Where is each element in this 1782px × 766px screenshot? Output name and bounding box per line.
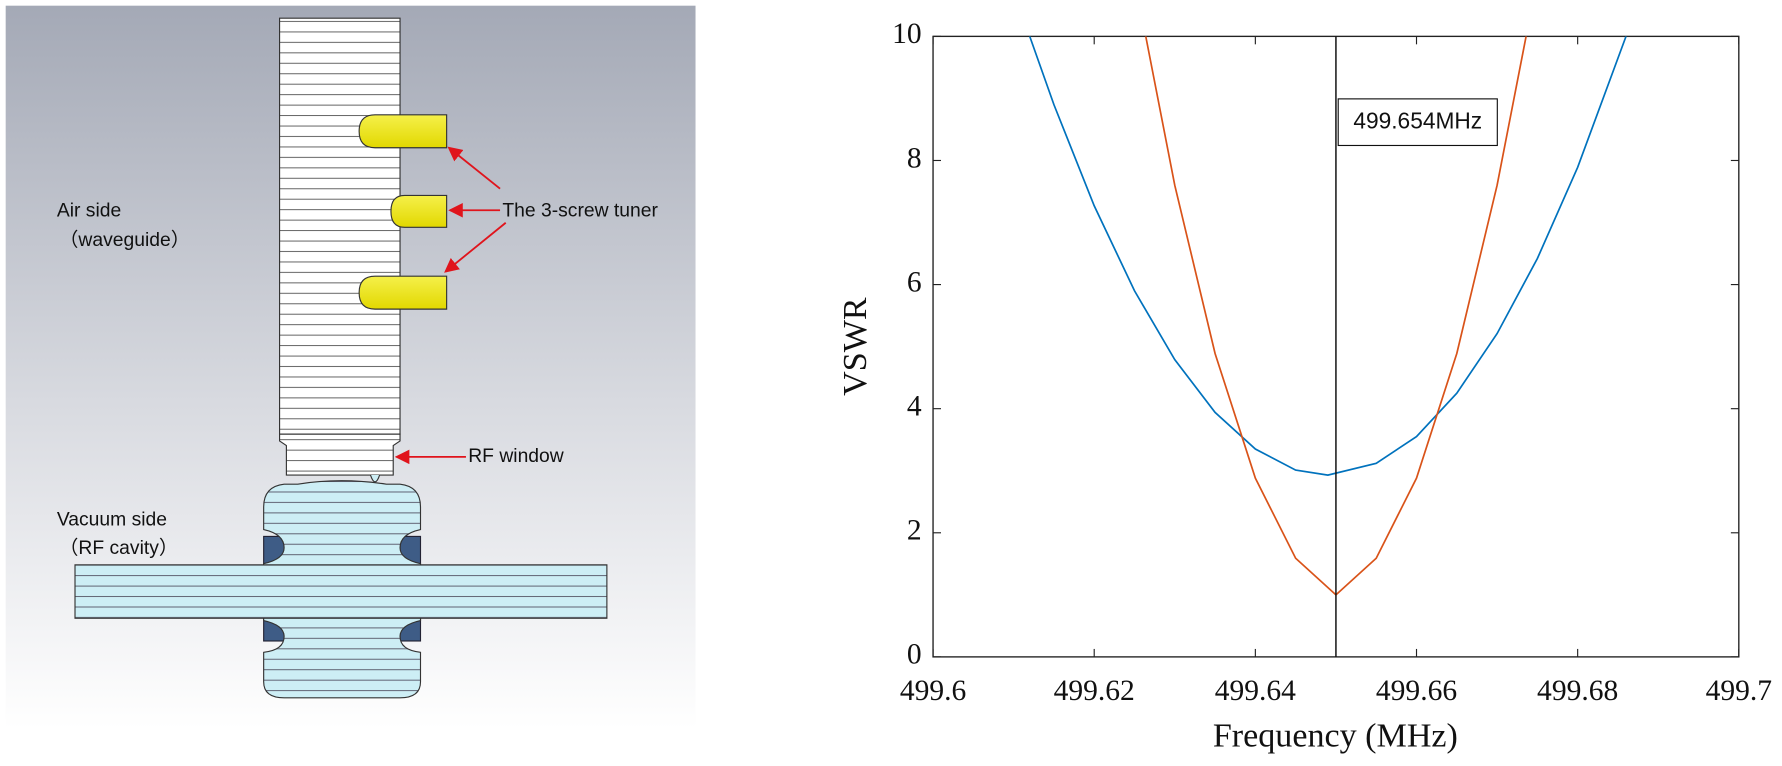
x-tick-label: 499.62 xyxy=(1054,675,1135,707)
series-line xyxy=(1028,36,1627,476)
x-tick-label: 499.68 xyxy=(1537,675,1618,707)
window-neck xyxy=(369,474,381,483)
x-tick-label: 499.6 xyxy=(900,675,966,707)
label: RF window xyxy=(468,446,564,467)
annotation-box xyxy=(1337,98,1498,147)
diagram: Air side （waveguide） The 3-screw tuner R… xyxy=(5,5,696,729)
x-tick-label: 499.64 xyxy=(1215,675,1296,707)
arrow xyxy=(444,222,507,273)
screw xyxy=(358,275,448,310)
rf-window xyxy=(279,433,401,476)
screw xyxy=(358,114,448,149)
beam-pipe xyxy=(74,564,608,619)
x-axis-label: Frequency (MHz) xyxy=(1213,718,1458,755)
x-tick-label: 499.7 xyxy=(1706,675,1772,707)
y-tick-label: 0 xyxy=(907,639,922,671)
y-tick-label: 2 xyxy=(907,515,922,547)
y-tick-label: 8 xyxy=(907,142,922,174)
y-tick-label: 6 xyxy=(907,266,922,298)
x-tick-label: 499.66 xyxy=(1376,675,1457,707)
chart: Frequency (MHz) VSWR 0 2 4 6 8 10 499.6 499.62 4… xyxy=(837,18,1772,754)
y-tick-label: 4 xyxy=(907,390,922,422)
waveguide xyxy=(279,17,401,435)
y-tick-label: 10 xyxy=(892,18,922,50)
label: The 3-screw tuner xyxy=(502,201,658,222)
annotation: 499.654MHz xyxy=(1353,108,1482,134)
screw xyxy=(390,194,448,228)
label: Vacuum side xyxy=(57,510,167,531)
label: （waveguide） xyxy=(59,229,190,251)
arrow xyxy=(447,146,501,190)
y-axis-label: VSWR xyxy=(837,297,874,396)
label: （RF cavity） xyxy=(59,537,178,559)
label: Air side xyxy=(57,201,121,222)
